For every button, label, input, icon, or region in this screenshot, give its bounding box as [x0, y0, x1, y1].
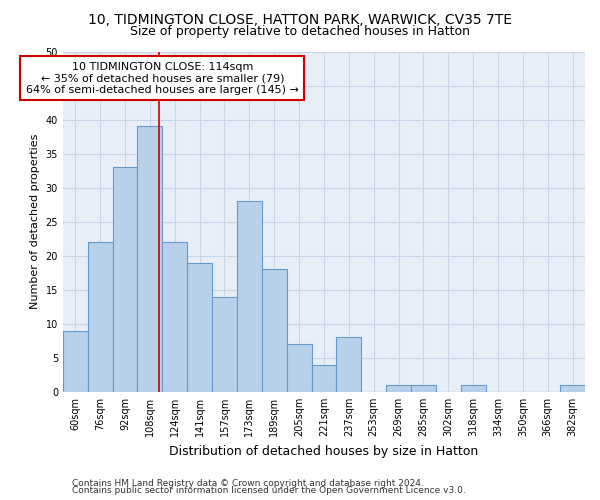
- Bar: [237, 202, 262, 392]
- Bar: [386, 385, 411, 392]
- Bar: [187, 262, 212, 392]
- Text: Size of property relative to detached houses in Hatton: Size of property relative to detached ho…: [130, 25, 470, 38]
- Bar: [63, 330, 88, 392]
- Bar: [262, 270, 287, 392]
- Bar: [411, 385, 436, 392]
- Bar: [137, 126, 163, 392]
- Bar: [212, 296, 237, 392]
- Y-axis label: Number of detached properties: Number of detached properties: [30, 134, 40, 310]
- X-axis label: Distribution of detached houses by size in Hatton: Distribution of detached houses by size …: [169, 444, 479, 458]
- Bar: [461, 385, 485, 392]
- Text: Contains public sector information licensed under the Open Government Licence v3: Contains public sector information licen…: [72, 486, 466, 495]
- Bar: [311, 364, 337, 392]
- Bar: [113, 167, 137, 392]
- Bar: [88, 242, 113, 392]
- Text: 10, TIDMINGTON CLOSE, HATTON PARK, WARWICK, CV35 7TE: 10, TIDMINGTON CLOSE, HATTON PARK, WARWI…: [88, 12, 512, 26]
- Bar: [287, 344, 311, 392]
- Text: Contains HM Land Registry data © Crown copyright and database right 2024.: Contains HM Land Registry data © Crown c…: [72, 478, 424, 488]
- Bar: [163, 242, 187, 392]
- Bar: [337, 338, 361, 392]
- Bar: [560, 385, 585, 392]
- Text: 10 TIDMINGTON CLOSE: 114sqm
← 35% of detached houses are smaller (79)
64% of sem: 10 TIDMINGTON CLOSE: 114sqm ← 35% of det…: [26, 62, 299, 95]
